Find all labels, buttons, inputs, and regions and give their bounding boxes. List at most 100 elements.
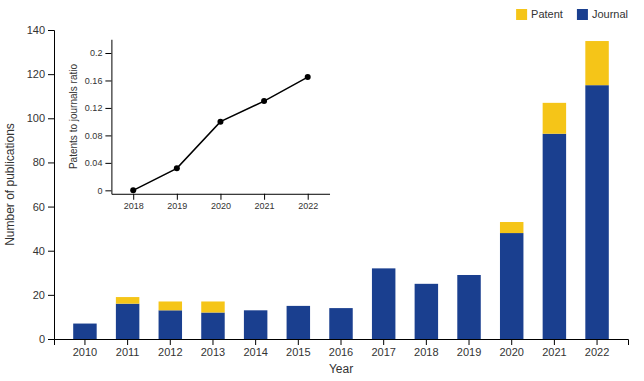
inset-plot: 2018 2019 2020 2021 2022 0 0.04 0.08 0.12 0.16 0.2…	[68, 39, 330, 211]
inset-x-tick: 2018	[124, 194, 144, 211]
y-tick-label: 40	[33, 245, 45, 257]
bar	[372, 268, 395, 269]
legend: Patent Journal	[516, 8, 628, 20]
legend-swatch	[577, 9, 588, 20]
marker	[261, 98, 267, 104]
bar	[543, 134, 566, 339]
x-tick-label: 2013	[201, 346, 225, 358]
y-tick: 0	[39, 333, 54, 345]
inset-x-tick-mark	[264, 194, 265, 200]
x-tick-mark	[170, 339, 171, 345]
x-tick: 2016	[329, 339, 353, 358]
y-axis: 020406080100120140	[27, 24, 55, 345]
inset-x-tick-label: 2020	[211, 201, 231, 211]
x-tick-label: 2016	[329, 346, 353, 358]
x-tick: 2013	[201, 339, 225, 358]
x-tick-label: 2010	[73, 346, 97, 358]
marker	[305, 74, 311, 80]
x-axis: 2010201120122013201420152016201720182019…	[55, 339, 629, 358]
y-tick-label: 80	[33, 156, 45, 168]
x-tick-label: 2017	[371, 346, 395, 358]
legend-item: Patent	[516, 8, 563, 20]
inset-y-axis-title: Patents to journals ratio	[68, 64, 79, 169]
bar	[457, 275, 480, 339]
y-tick-mark	[48, 74, 54, 75]
bar	[73, 324, 96, 339]
bar	[244, 310, 267, 339]
y-tick: 60	[33, 201, 54, 213]
inset-y-tick-label: 0.2	[90, 48, 103, 58]
y-tick-label: 0	[39, 333, 45, 345]
chart-svg: 2010 2011 2012 2013 2014 2015 2016 2017 2018 2019…	[0, 0, 644, 381]
inset-y-tick: 0.08	[85, 131, 112, 141]
legend-label: Journal	[592, 8, 628, 20]
x-tick-mark	[341, 339, 342, 345]
bar	[159, 301, 182, 310]
inset-x-tick-label: 2019	[167, 201, 187, 211]
x-tick-mark	[511, 339, 512, 345]
x-tick-label: 2020	[499, 346, 523, 358]
bar	[457, 274, 480, 275]
x-axis-title: Year	[329, 362, 353, 376]
inset-x-axis: 2018 2019 2020 2021 2022	[112, 194, 330, 211]
x-tick: 2020	[499, 339, 523, 358]
inset-x-tick: 2019	[167, 194, 187, 211]
x-tick-label: 2021	[542, 346, 566, 358]
x-tick: 2021	[542, 339, 566, 358]
x-tick: 2014	[243, 339, 267, 358]
y-tick-mark	[48, 118, 54, 119]
bar	[543, 103, 566, 134]
bar	[500, 222, 523, 233]
y-tick: 120	[27, 68, 54, 80]
bar	[585, 85, 608, 339]
x-tick: 2017	[371, 339, 395, 358]
y-tick-label: 60	[33, 201, 45, 213]
bar	[244, 310, 267, 311]
inset-y-axis: 0 0.04 0.08 0.12 0.16 0.2	[85, 40, 112, 196]
bar	[159, 310, 182, 339]
bar	[201, 301, 224, 312]
inset-y-tick: 0	[97, 186, 111, 196]
x-tick-mark	[212, 339, 213, 345]
main-plot: 2010 2011 2012 2013 2014 2015 2016 2017 2018 2019…	[3, 8, 629, 376]
bar	[329, 308, 352, 339]
inset-y-tick: 0.2	[90, 48, 112, 58]
inset-y-tick-mark	[105, 80, 111, 81]
y-tick-mark	[48, 207, 54, 208]
bar	[415, 284, 438, 339]
y-tick-label: 100	[27, 112, 45, 124]
bar	[116, 297, 139, 304]
bar	[585, 41, 608, 85]
bar	[372, 268, 395, 339]
x-tick-mark	[298, 339, 299, 345]
inset-y-tick-label: 0.12	[85, 103, 103, 113]
legend-swatch	[516, 9, 527, 20]
x-tick-mark	[554, 339, 555, 345]
legend-label: Patent	[531, 8, 563, 20]
x-tick-mark	[597, 339, 598, 345]
inset-y-tick-mark	[105, 108, 111, 109]
x-tick: 2015	[286, 339, 310, 358]
inset-y-tick-label: 0.04	[85, 158, 103, 168]
marker	[217, 119, 223, 125]
x-tick: 2019	[457, 339, 481, 358]
x-tick: 2012	[158, 339, 182, 358]
bar	[116, 304, 139, 339]
y-tick-mark	[48, 30, 54, 31]
x-tick-mark	[84, 339, 85, 345]
inset-x-tick-mark	[308, 194, 309, 200]
inset-x-tick-label: 2022	[298, 201, 318, 211]
x-tick-label: 2022	[585, 346, 609, 358]
y-tick-mark	[48, 251, 54, 252]
inset-y-tick: 0.04	[85, 158, 112, 168]
inset-y-tick: 0.16	[85, 76, 112, 86]
inset-x-tick-label: 2021	[255, 201, 275, 211]
bar	[73, 323, 96, 324]
inset-x-tick: 2021	[255, 194, 275, 211]
line	[133, 77, 307, 190]
x-tick-label: 2011	[116, 346, 140, 358]
y-tick: 100	[27, 112, 54, 124]
lines	[130, 74, 310, 193]
inset-background	[111, 39, 329, 194]
inset-y-tick-label: 0.08	[85, 131, 103, 141]
